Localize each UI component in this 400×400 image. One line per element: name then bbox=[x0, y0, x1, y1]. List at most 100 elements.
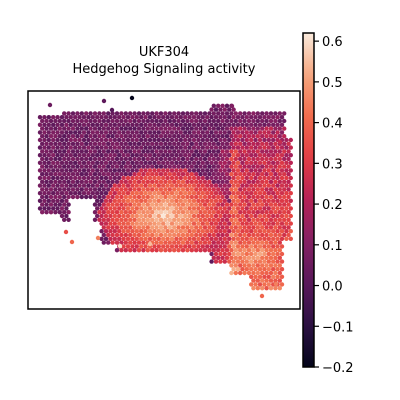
spot bbox=[103, 206, 109, 211]
spot bbox=[251, 141, 256, 146]
spot bbox=[143, 115, 148, 120]
spot bbox=[73, 191, 78, 196]
spot bbox=[189, 118, 194, 124]
spot bbox=[163, 134, 168, 139]
spot bbox=[211, 118, 216, 124]
spot bbox=[130, 236, 135, 241]
spot bbox=[101, 134, 107, 139]
spot bbox=[123, 141, 128, 146]
spot bbox=[275, 183, 280, 188]
spot bbox=[165, 206, 170, 211]
spot bbox=[277, 172, 282, 177]
spot bbox=[125, 153, 131, 158]
spot bbox=[132, 111, 137, 116]
spot bbox=[154, 179, 159, 184]
spot bbox=[213, 198, 219, 203]
spot bbox=[207, 202, 212, 207]
spot bbox=[68, 160, 74, 165]
spot bbox=[255, 217, 260, 222]
spot bbox=[224, 141, 230, 146]
spot bbox=[253, 168, 258, 173]
spot bbox=[40, 179, 45, 184]
spot bbox=[205, 160, 210, 165]
spot bbox=[101, 149, 107, 154]
spot bbox=[240, 206, 245, 211]
spot bbox=[51, 115, 56, 120]
spot bbox=[264, 263, 269, 268]
spot bbox=[139, 183, 144, 188]
spot bbox=[128, 111, 133, 116]
spot bbox=[106, 126, 111, 131]
spot bbox=[103, 213, 109, 219]
spot bbox=[108, 221, 113, 226]
spot bbox=[95, 122, 100, 128]
spot bbox=[92, 172, 98, 177]
spot bbox=[233, 126, 238, 131]
spot bbox=[158, 149, 164, 154]
spot bbox=[88, 134, 93, 139]
spot bbox=[143, 244, 148, 249]
spot bbox=[70, 172, 76, 177]
spot bbox=[255, 210, 260, 215]
spot bbox=[246, 263, 252, 268]
spot bbox=[117, 198, 122, 203]
spot bbox=[198, 232, 203, 238]
spot bbox=[202, 134, 208, 139]
spot bbox=[277, 232, 282, 238]
spot bbox=[191, 160, 197, 165]
spot bbox=[191, 213, 197, 219]
spot bbox=[277, 217, 282, 222]
spot bbox=[251, 202, 256, 207]
spot bbox=[200, 115, 205, 120]
spot bbox=[169, 153, 175, 158]
spot bbox=[227, 229, 232, 234]
spot bbox=[183, 145, 188, 150]
spot bbox=[229, 103, 235, 109]
spot bbox=[275, 175, 280, 181]
spot bbox=[240, 198, 245, 203]
spot bbox=[141, 217, 146, 222]
spot bbox=[260, 255, 265, 260]
spot bbox=[257, 267, 263, 272]
spot bbox=[224, 134, 230, 139]
spot bbox=[224, 232, 230, 238]
spot bbox=[61, 164, 67, 169]
spot bbox=[200, 145, 205, 150]
spot bbox=[213, 259, 219, 264]
spot bbox=[75, 187, 80, 192]
spot bbox=[178, 191, 183, 196]
spot bbox=[189, 232, 194, 238]
spot bbox=[132, 164, 137, 169]
spot bbox=[286, 164, 291, 169]
spot bbox=[90, 153, 96, 158]
spot bbox=[44, 172, 49, 177]
spot bbox=[260, 278, 265, 283]
spot bbox=[165, 137, 170, 143]
spot bbox=[70, 179, 76, 184]
spot bbox=[200, 236, 205, 241]
spot bbox=[134, 198, 139, 203]
spot bbox=[194, 156, 199, 162]
spot bbox=[191, 130, 197, 135]
spot bbox=[40, 156, 45, 162]
spot bbox=[183, 229, 188, 234]
spot bbox=[242, 225, 247, 230]
spot bbox=[277, 179, 282, 184]
spot bbox=[275, 236, 280, 241]
spot bbox=[99, 236, 104, 241]
spot bbox=[158, 172, 164, 177]
spot bbox=[46, 115, 51, 120]
spot bbox=[167, 179, 172, 184]
spot bbox=[156, 153, 161, 158]
spot bbox=[152, 236, 157, 241]
spot bbox=[231, 206, 236, 211]
spot bbox=[251, 172, 256, 177]
spot bbox=[136, 172, 142, 177]
spot bbox=[229, 225, 234, 230]
spot bbox=[235, 137, 241, 143]
spot bbox=[125, 160, 131, 165]
spot bbox=[114, 248, 120, 253]
spot bbox=[279, 175, 285, 181]
spot bbox=[251, 156, 256, 162]
spot bbox=[262, 153, 267, 158]
